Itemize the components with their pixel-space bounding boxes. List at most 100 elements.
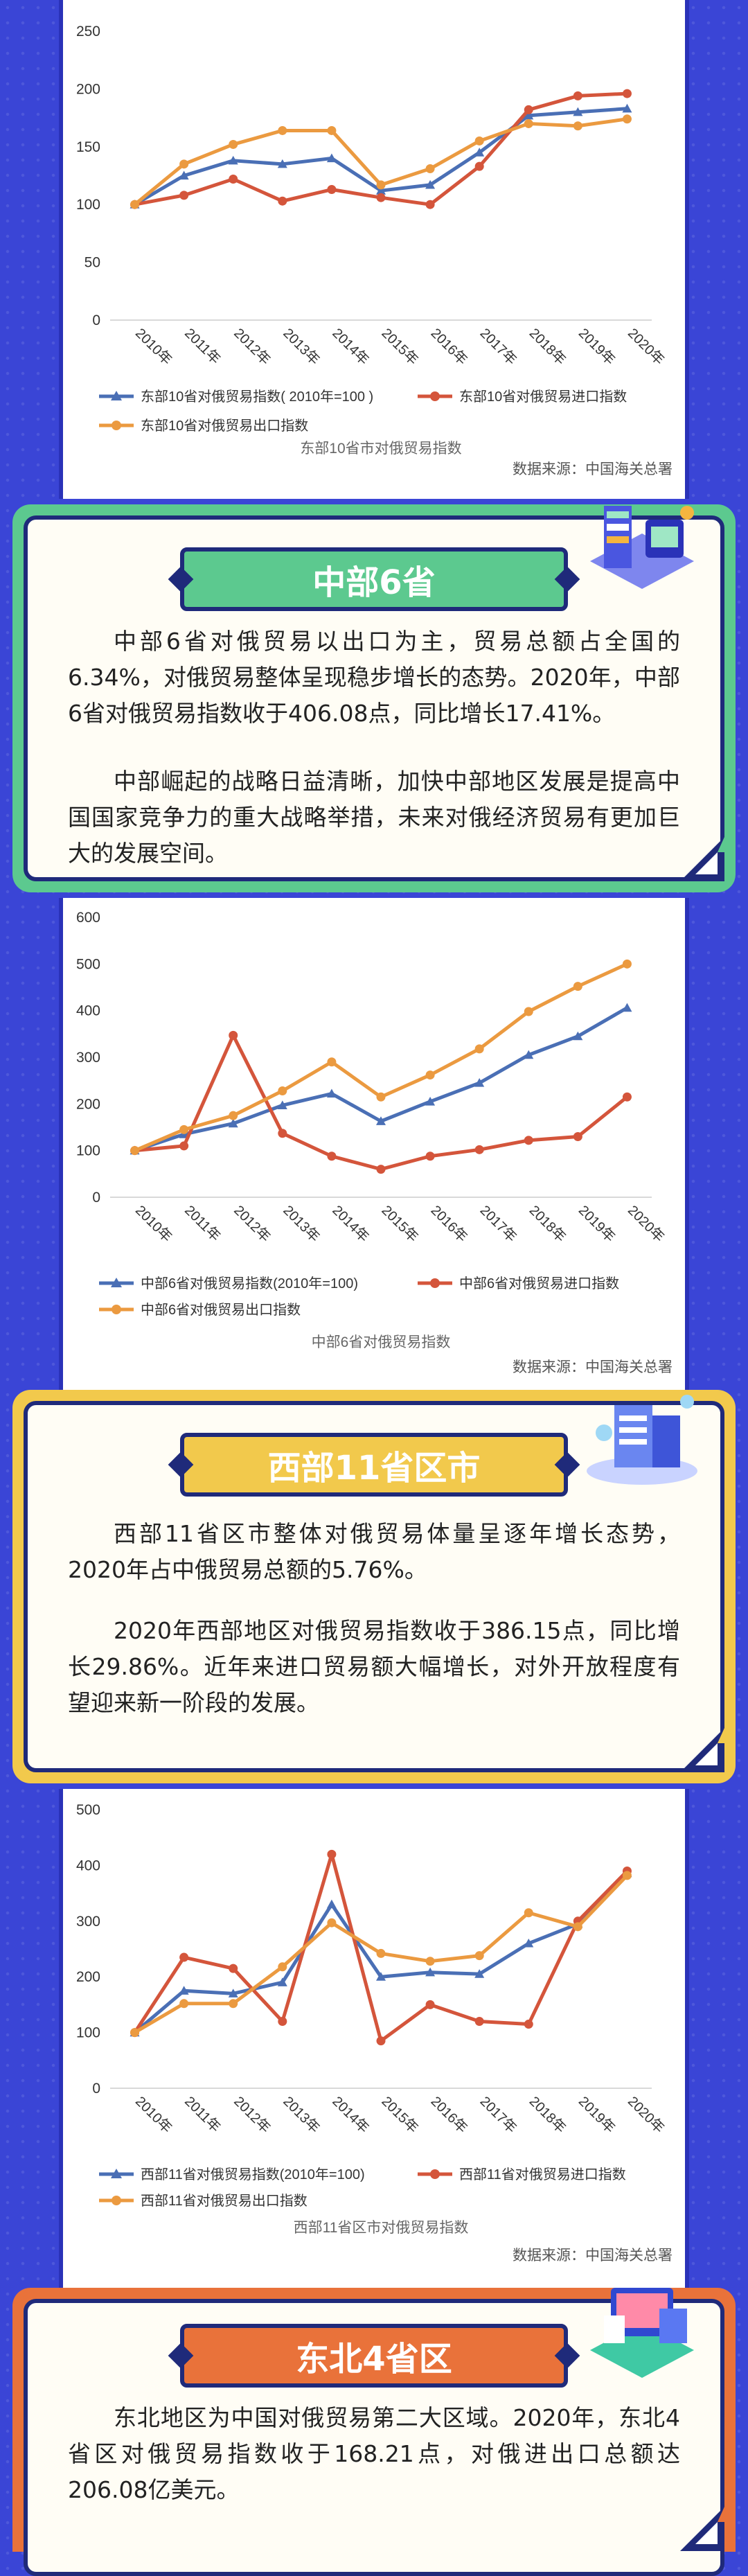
data-point [573, 1922, 582, 1932]
data-point [622, 114, 632, 124]
x-tick-label: 2014年 [329, 325, 372, 368]
legend-label: 西部11省对俄贸易进口指数 [459, 2167, 626, 2182]
west-title-text: 西部11省区市 [267, 1449, 481, 1488]
x-tick-label: 2020年 [625, 1202, 668, 1245]
west-chart: 0 100 200 300 400 500 2010年 2011年 2012年 2013年 2014… [76, 1802, 673, 2264]
data-point [474, 2017, 484, 2027]
y-tick-label: 0 [92, 1190, 100, 1206]
legend-label: 西部11省对俄贸易指数(2010年=100) [141, 2167, 365, 2182]
data-point [327, 1152, 337, 1161]
east-chart: 0 50 100 150 200 250 2010年 2011年 2012年 2013年 2014年… [76, 24, 673, 477]
data-point [278, 125, 287, 135]
data-point [425, 1070, 435, 1080]
x-tick-label: 2014年 [329, 2093, 372, 2136]
data-point [474, 1078, 485, 1087]
legend-label: 中部6省对俄贸易进口指数 [459, 1276, 619, 1291]
y-tick-label: 0 [92, 312, 100, 328]
x-tick-label: 2015年 [378, 325, 421, 368]
legend-marker [112, 2196, 121, 2205]
data-point [474, 1145, 484, 1154]
data-point [326, 1088, 337, 1098]
data-point [573, 1031, 583, 1041]
data-point [474, 1951, 484, 1961]
x-tick-label: 2011年 [181, 1202, 224, 1244]
data-point [376, 1972, 386, 1981]
x-tick-label: 2015年 [378, 1202, 421, 1245]
y-tick-label: 400 [76, 1003, 100, 1019]
data-point [278, 2017, 287, 2027]
data-point [524, 118, 533, 128]
data-point [425, 1152, 435, 1161]
x-tick-label: 2010年 [132, 2093, 175, 2136]
y-tick-label: 150 [76, 139, 100, 155]
data-point [425, 164, 435, 173]
data-point [524, 1007, 533, 1016]
data-point [278, 1129, 287, 1138]
legend-marker [430, 2169, 440, 2179]
data-point [229, 175, 238, 184]
y-tick-label: 0 [92, 2081, 100, 2097]
legend-label: 东部10省对俄贸易出口指数 [141, 418, 308, 434]
data-point [622, 103, 632, 113]
x-tick-label: 2016年 [428, 325, 471, 368]
data-point [524, 1050, 534, 1059]
data-point [573, 107, 583, 116]
chart-caption: 中部6省对俄贸易指数 [312, 1334, 451, 1350]
x-tick-label: 2020年 [625, 325, 668, 368]
data-point [179, 1999, 189, 2009]
data-point [229, 1964, 238, 1973]
data-point [474, 148, 485, 157]
y-tick-label: 300 [76, 1050, 100, 1066]
legend-label: 中部6省对俄贸易出口指数 [141, 1302, 301, 1318]
x-tick-label: 2012年 [231, 1202, 274, 1245]
data-point [376, 1948, 386, 1958]
data-point [327, 125, 337, 135]
series-line [133, 1852, 629, 2043]
northeast-title-text: 东北4省区 [296, 2340, 452, 2379]
northeast-card: 东北4省区 东北地区为中国对俄贸易第二大区域。2020年，东北4省区对俄贸易指数… [12, 2288, 736, 2576]
data-source: 数据来源：中国海关总署 [513, 1359, 673, 1375]
x-tick-label: 2013年 [280, 2093, 323, 2136]
y-tick-label: 500 [76, 1802, 100, 1818]
data-point [474, 136, 484, 145]
chart-caption: 东部10省市对俄贸易指数 [300, 441, 461, 457]
data-point [326, 1899, 337, 1909]
data-point [228, 1988, 238, 1997]
legend-label: 中部6省对俄贸易指数(2010年=100) [141, 1276, 358, 1291]
data-point [229, 1111, 238, 1120]
data-point [474, 161, 484, 171]
x-tick-label: 2014年 [329, 1202, 372, 1245]
x-tick-label: 2019年 [576, 1202, 618, 1245]
legend-marker [111, 1278, 122, 1287]
data-point [130, 2028, 140, 2038]
central-card-inner: 中部6省 中部6省对俄贸易以出口为主，贸易总额占全国的6.34%，对俄贸易整体呈… [24, 515, 724, 881]
central-chart-panel: 0 100 200 300 400 500 600 2010年 2011年 2012年 2013年 2… [59, 898, 689, 1391]
data-point [179, 170, 189, 180]
data-point [425, 1967, 436, 1977]
data-point [573, 982, 582, 991]
x-tick-label: 2018年 [526, 1202, 569, 1245]
y-tick-label: 300 [76, 1914, 100, 1930]
legend-marker [111, 2169, 122, 2178]
x-tick-label: 2019年 [576, 2093, 618, 2136]
data-point [474, 1969, 485, 1978]
legend-marker [112, 1305, 121, 1314]
y-tick-label: 500 [76, 956, 100, 972]
x-tick-label: 2018年 [526, 2093, 569, 2136]
data-source: 数据来源：中国海关总署 [513, 2248, 673, 2264]
data-point [376, 1116, 386, 1125]
northeast-paragraph-1: 东北地区为中国对俄贸易第二大区域。2020年，东北4省区对俄贸易指数收于168.… [68, 2404, 680, 2503]
central-paragraph-2: 中部崛起的战略日益清晰，加快中部地区发展是提高中国国家竞争力的重大战略举措，未来… [68, 768, 680, 867]
x-tick-label: 2015年 [378, 2093, 421, 2136]
data-point [524, 1938, 534, 1948]
west-chart-panel: 0 100 200 300 400 500 2010年 2011年 2012年 2013年 2014… [59, 1789, 689, 2288]
data-point [425, 2000, 435, 2009]
page-curl-icon [680, 1728, 724, 1772]
data-point [376, 186, 386, 195]
x-tick-label: 2017年 [477, 325, 520, 368]
x-tick-label: 2011年 [181, 325, 224, 367]
northeast-title: 东北4省区 [180, 2324, 568, 2388]
y-tick-label: 100 [76, 2025, 100, 2041]
x-tick-label: 2013年 [280, 1202, 323, 1245]
